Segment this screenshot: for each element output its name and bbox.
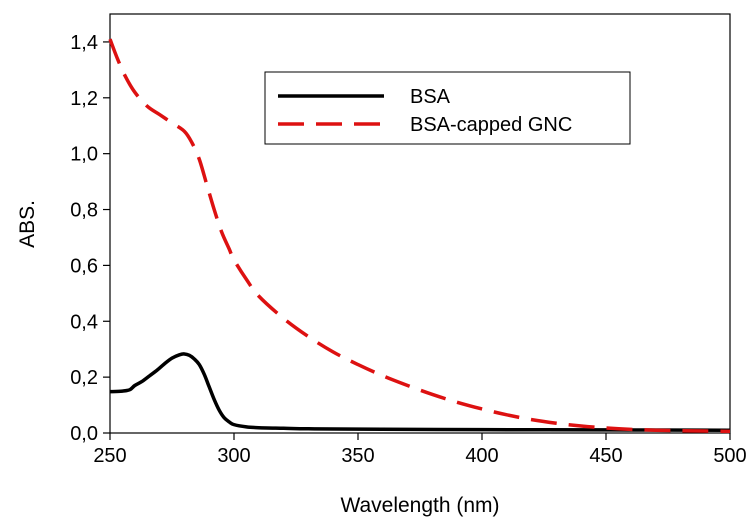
legend-label-bsa-capped-gnc: BSA-capped GNC — [410, 114, 572, 136]
series-line-bsa — [109, 352, 731, 432]
series-layer — [108, 38, 731, 434]
plot-area — [109, 13, 731, 434]
y-axis-ticks: 0,0 0,2 0,4 0,6 0,8 1,0 1,2 1,4 — [70, 32, 110, 445]
y-tick-label: 1,4 — [70, 32, 98, 54]
legend: BSA BSA-capped GNC — [264, 71, 631, 145]
x-tick-label: 450 — [589, 445, 622, 467]
x-axis-title: Wavelength (nm) — [340, 494, 499, 517]
x-tick-label: 300 — [217, 445, 250, 467]
x-axis-ticks: 250 300 350 400 450 500 — [93, 433, 747, 467]
x-tick-label: 400 — [465, 445, 498, 467]
y-tick-label: 1,0 — [70, 144, 98, 166]
legend-label-bsa: BSA — [410, 86, 451, 108]
y-tick-label: 0,6 — [70, 255, 98, 277]
series-line-bsa-capped-gnc — [108, 38, 731, 434]
x-tick-label: 250 — [93, 445, 126, 467]
legend-box — [264, 71, 631, 145]
y-tick-label: 1,2 — [70, 88, 98, 110]
y-tick-label: 0,4 — [70, 311, 98, 333]
y-axis-title: ABS. — [16, 200, 39, 248]
y-tick-label: 0,8 — [70, 200, 98, 222]
x-tick-label: 500 — [713, 445, 746, 467]
x-tick-label: 350 — [341, 445, 374, 467]
plot-frame — [109, 13, 731, 434]
y-tick-label: 0,0 — [70, 423, 98, 445]
y-tick-label: 0,2 — [70, 367, 98, 389]
